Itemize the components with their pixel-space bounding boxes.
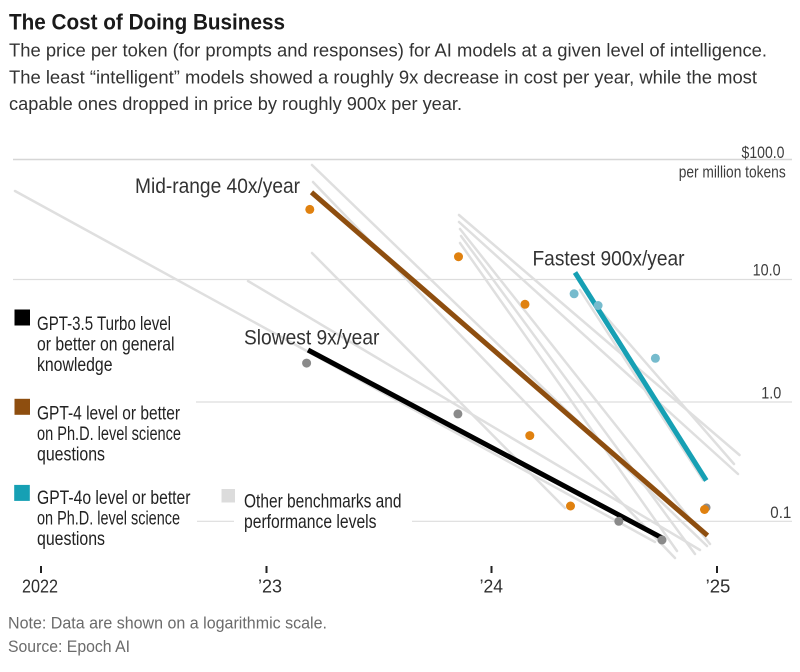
svg-text:’25: ’25 bbox=[706, 577, 731, 597]
svg-text:questions: questions bbox=[37, 443, 105, 465]
svg-text:Mid-range 40x/year: Mid-range 40x/year bbox=[135, 175, 300, 198]
svg-text:on Ph.D. level science: on Ph.D. level science bbox=[37, 423, 181, 445]
svg-text:Slowest 9x/year: Slowest 9x/year bbox=[244, 327, 379, 350]
svg-text:GPT-4o level or better: GPT-4o level or better bbox=[37, 487, 191, 509]
svg-text:Other benchmarks and: Other benchmarks and bbox=[244, 490, 402, 512]
svg-text:1.0: 1.0 bbox=[761, 384, 781, 403]
svg-text:The price per token (for promp: The price per token (for prompts and res… bbox=[9, 41, 767, 61]
svg-text:on Ph.D. level science: on Ph.D. level science bbox=[37, 507, 180, 529]
svg-text:knowledge: knowledge bbox=[37, 354, 113, 376]
svg-text:0.1: 0.1 bbox=[770, 503, 791, 522]
svg-text:GPT-3.5 Turbo level: GPT-3.5 Turbo level bbox=[37, 313, 171, 335]
svg-text:’24: ’24 bbox=[480, 577, 503, 597]
svg-text:performance levels: performance levels bbox=[244, 511, 377, 533]
svg-text:questions: questions bbox=[37, 528, 105, 550]
svg-text:Note: Data are shown on a loga: Note: Data are shown on a logarithmic sc… bbox=[8, 614, 327, 633]
svg-text:The Cost of Doing Business: The Cost of Doing Business bbox=[9, 10, 285, 35]
svg-text:$100.0: $100.0 bbox=[742, 143, 785, 162]
svg-text:’23: ’23 bbox=[258, 577, 282, 597]
svg-text:GPT-4 level or better: GPT-4 level or better bbox=[37, 402, 180, 424]
svg-text:capable ones dropped in price: capable ones dropped in price by roughly… bbox=[9, 94, 462, 114]
svg-text:10.0: 10.0 bbox=[753, 261, 781, 280]
svg-text:or better on general: or better on general bbox=[37, 334, 175, 356]
svg-text:The least “intelligent” models: The least “intelligent” models showed a … bbox=[9, 68, 757, 88]
svg-text:per million tokens: per million tokens bbox=[679, 163, 786, 182]
svg-text:Fastest 900x/year: Fastest 900x/year bbox=[533, 248, 685, 271]
svg-text:Source: Epoch AI: Source: Epoch AI bbox=[8, 637, 130, 656]
svg-text:2022: 2022 bbox=[22, 577, 58, 597]
